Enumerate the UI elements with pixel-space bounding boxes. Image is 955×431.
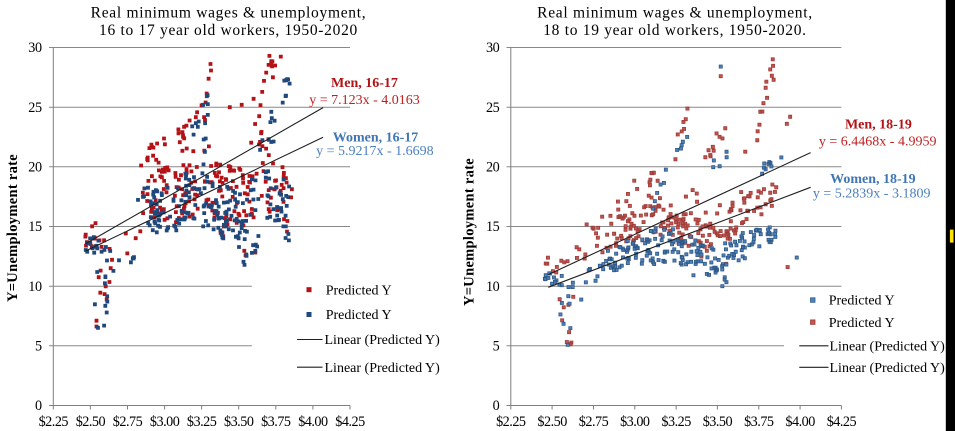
svg-text:$2.50: $2.50	[537, 414, 567, 430]
svg-text:25: 25	[486, 100, 500, 116]
svg-text:$4.25: $4.25	[335, 414, 365, 430]
svg-text:Y=Unemployment rate: Y=Unemployment rate	[5, 154, 21, 302]
svg-text:Linear (Predicted Y): Linear (Predicted Y)	[830, 340, 946, 355]
svg-text:18 to 19 year old workers, 195: 18 to 19 year old workers, 1950-2020.	[543, 22, 807, 39]
svg-text:$2.50: $2.50	[76, 414, 106, 430]
svg-text:y = 5.9217x - 1.6698: y = 5.9217x - 1.6698	[316, 144, 434, 159]
svg-text:$3.00: $3.00	[150, 414, 180, 430]
svg-text:Linear (Predicted Y): Linear (Predicted Y)	[830, 361, 946, 376]
svg-text:5: 5	[493, 339, 500, 355]
svg-text:$3.75: $3.75	[261, 414, 291, 430]
svg-text:10: 10	[486, 279, 500, 295]
svg-text:$4.00: $4.00	[298, 414, 328, 430]
svg-text:10: 10	[28, 279, 42, 295]
svg-text:Real minimum wages & unemploym: Real minimum wages & unemployment,	[537, 5, 813, 22]
svg-text:$3.75: $3.75	[744, 414, 774, 430]
svg-text:Y=Unemployment rate: Y=Unemployment rate	[462, 158, 478, 306]
svg-text:20: 20	[486, 160, 500, 176]
svg-text:$2.75: $2.75	[579, 414, 609, 430]
svg-text:20: 20	[28, 160, 42, 176]
svg-text:$3.50: $3.50	[703, 414, 733, 430]
svg-text:Predicted Y: Predicted Y	[326, 308, 392, 323]
svg-text:Predicted Y: Predicted Y	[829, 316, 895, 331]
svg-text:$4.25: $4.25	[827, 414, 857, 430]
svg-text:Men, 16-17: Men, 16-17	[331, 76, 398, 91]
svg-text:Real minimum wages & unemploym: Real minimum wages & unemployment,	[91, 5, 367, 22]
svg-text:Predicted Y: Predicted Y	[829, 294, 895, 309]
svg-text:Predicted Y: Predicted Y	[326, 283, 392, 298]
svg-text:$2.25: $2.25	[496, 414, 526, 430]
svg-text:5: 5	[35, 339, 42, 355]
svg-text:15: 15	[28, 219, 42, 235]
svg-text:16 to 17 year old workers, 195: 16 to 17 year old workers, 1950-2020	[99, 22, 358, 39]
svg-text:Linear (Predicted Y): Linear (Predicted Y)	[325, 361, 441, 376]
svg-text:15: 15	[486, 219, 500, 235]
svg-text:$3.00: $3.00	[620, 414, 650, 430]
svg-text:Men, 18-19: Men, 18-19	[845, 117, 912, 132]
svg-text:y = 6.4468x - 4.9959: y = 6.4468x - 4.9959	[819, 134, 937, 149]
svg-text:$4.00: $4.00	[785, 414, 815, 430]
svg-text:0: 0	[493, 398, 500, 414]
svg-text:0: 0	[35, 398, 42, 414]
svg-text:$3.25: $3.25	[661, 414, 691, 430]
svg-text:Women, 18-19: Women, 18-19	[830, 172, 916, 187]
svg-text:25: 25	[28, 100, 42, 116]
svg-text:30: 30	[486, 40, 500, 56]
svg-text:$3.25: $3.25	[187, 414, 217, 430]
svg-text:$2.25: $2.25	[39, 414, 69, 430]
svg-text:$2.75: $2.75	[113, 414, 143, 430]
svg-text:Linear (Predicted Y): Linear (Predicted Y)	[325, 333, 441, 348]
svg-text:$3.50: $3.50	[224, 414, 254, 430]
svg-text:Women, 16-17: Women, 16-17	[333, 131, 419, 146]
svg-text:y = 5.2839x - 3.1809: y = 5.2839x - 3.1809	[813, 187, 931, 202]
svg-text:30: 30	[28, 40, 42, 56]
svg-text:y = 7.123x - 4.0163: y = 7.123x - 4.0163	[309, 93, 420, 108]
